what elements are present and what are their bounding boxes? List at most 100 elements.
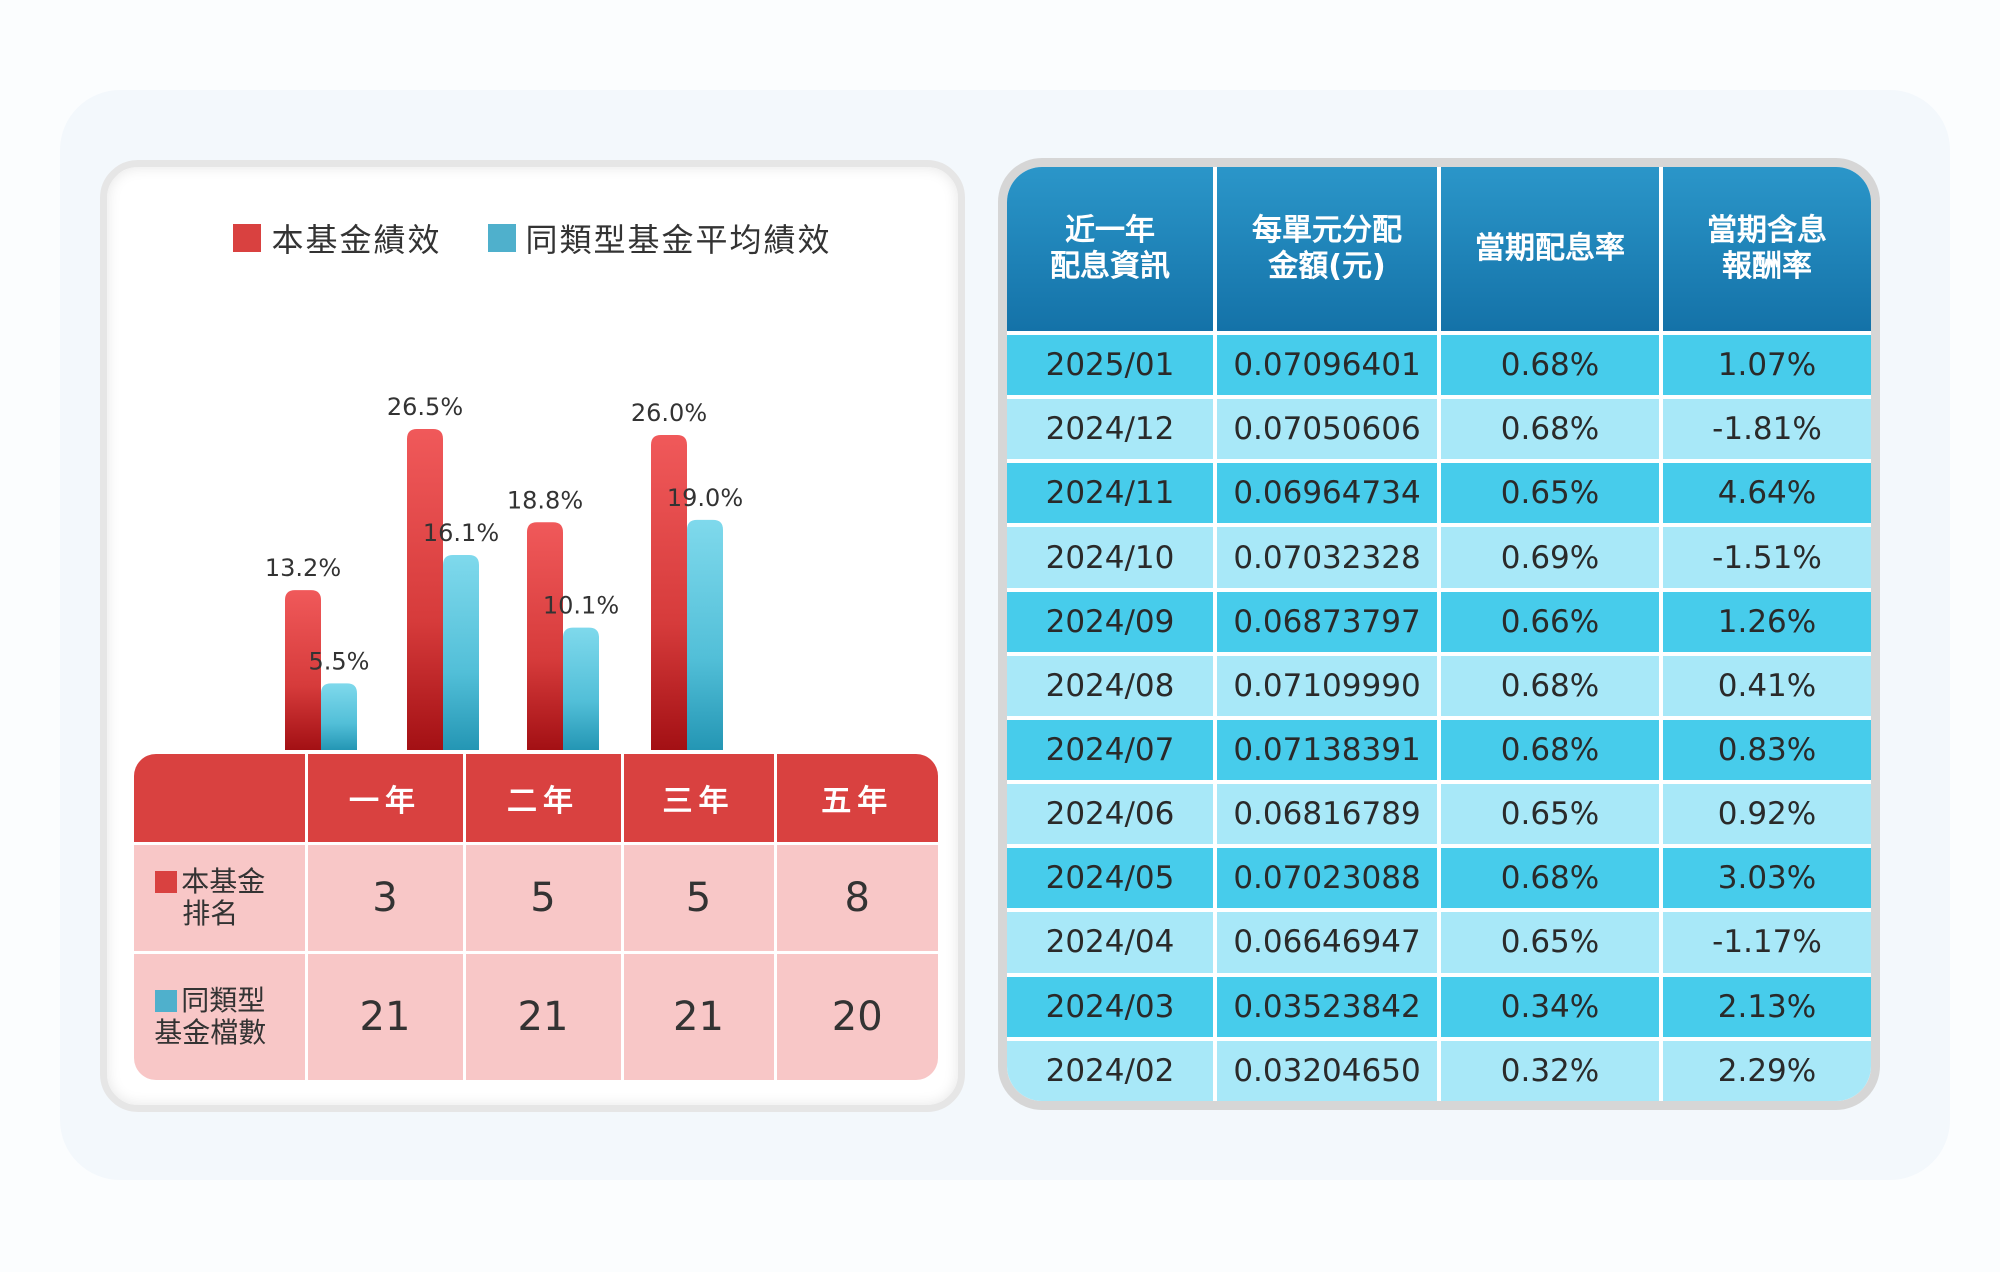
dividend-header-line1: 當期含息 — [1707, 213, 1827, 248]
legend-label-peer: 同類型基金平均績效 — [525, 221, 832, 259]
peer-bar-label-3: 10.1% — [543, 592, 619, 620]
ranking-cell: 8 — [773, 841, 938, 954]
ranking-cell: 3 — [304, 841, 466, 954]
table-row: 2024/02 0.03204650 0.32% 2.29% — [1007, 1036, 1871, 1101]
bar-group: 13.2% 26.5% 18.8% 26.0% 5.5% 16.1% 10.1% 19.0% — [265, 393, 743, 750]
dividend-header-line1: 近一年 — [1065, 213, 1155, 248]
dividend-header-line1: 當期配息率 — [1475, 231, 1625, 266]
ranking-row-fund-rank: 本基金 排名 3 5 5 8 — [134, 841, 938, 954]
table-cell: 0.83% — [1659, 715, 1871, 785]
peer-bar-label-1: 5.5% — [309, 647, 370, 675]
table-row: 2024/11 0.06964734 0.65% 4.64% — [1007, 459, 1871, 528]
fund-bar-4 — [651, 435, 687, 750]
ranking-cell: 5 — [462, 841, 624, 954]
dividend-header-line2: 配息資訊 — [1050, 249, 1170, 284]
table-cell: -1.81% — [1659, 395, 1871, 464]
legend-swatch-fund — [233, 224, 262, 252]
table-cell: -1.17% — [1659, 908, 1871, 977]
table-row: 2024/09 0.06873797 0.66% 1.26% — [1007, 587, 1871, 656]
table-cell: 2024/04 — [1007, 908, 1217, 977]
table-cell: 0.65% — [1437, 908, 1663, 977]
table-cell: 2024/08 — [1007, 651, 1217, 720]
ranking-cell: 21 — [620, 950, 777, 1080]
table-cell: 2024/03 — [1007, 972, 1217, 1041]
ranking-row-label: 本基金 排名 — [134, 841, 308, 954]
table-row: 2024/05 0.07023088 0.68% 3.03% — [1007, 844, 1871, 913]
ranking-cell: 21 — [304, 950, 466, 1080]
ranking-header-row: 一年 二年 三年 五年 — [134, 754, 938, 845]
table-cell: 0.06964734 — [1213, 459, 1441, 528]
performance-chart: 13.2% 26.5% 18.8% 26.0% 5.5% 16.1% 10.1% 19.0% — [265, 393, 743, 750]
fund-bar-label-3: 18.8% — [507, 486, 583, 514]
table-cell: 0.03523842 — [1213, 972, 1441, 1041]
peer-bar-2 — [443, 554, 479, 750]
table-cell: 2.29% — [1659, 1036, 1871, 1101]
table-cell: 0.32% — [1437, 1036, 1663, 1101]
ranking-header-5y: 五年 — [773, 754, 938, 845]
dividend-panel: 近一年 配息資訊 每單元分配 金額(元) 當期配息率 當期含息 報酬率 2025… — [998, 158, 1880, 1110]
ranking-row-label-line2: 基金檔數 — [154, 1015, 267, 1049]
ranking-row-peer-count: 同類型 基金檔數 21 21 21 20 — [134, 950, 938, 1080]
dividend-header-rate: 當期配息率 — [1437, 167, 1663, 335]
fund-square-icon — [155, 870, 178, 893]
dividend-header-return: 當期含息 報酬率 — [1659, 167, 1871, 335]
table-cell: 0.07023088 — [1213, 844, 1441, 913]
table-cell: 0.68% — [1437, 395, 1663, 464]
peer-bar-3 — [563, 627, 599, 750]
table-cell: 0.07032328 — [1213, 523, 1441, 592]
peer-bar-label-2: 16.1% — [423, 519, 499, 547]
table-cell: 2.13% — [1659, 972, 1871, 1041]
table-cell: 0.07050606 — [1213, 395, 1441, 464]
table-cell: 2024/10 — [1007, 523, 1217, 592]
fund-bar-label-2: 26.5% — [387, 393, 463, 421]
table-row: 2024/04 0.06646947 0.65% -1.17% — [1007, 908, 1871, 977]
ranking-table: 一年 二年 三年 五年 本基金 排名 3 5 5 8 同類型 基金檔數 21 2… — [134, 754, 938, 1080]
table-cell: 2024/12 — [1007, 395, 1217, 464]
table-cell: 0.68% — [1437, 651, 1663, 720]
dividend-header-line2: 金額(元) — [1268, 249, 1386, 284]
table-cell: 2024/07 — [1007, 715, 1217, 785]
fund-bar-3 — [527, 522, 563, 750]
table-cell: 2024/02 — [1007, 1036, 1217, 1101]
table-cell: 2024/09 — [1007, 587, 1217, 656]
table-cell: 0.06816789 — [1213, 780, 1441, 849]
peer-bar-4 — [687, 519, 723, 750]
dividend-header-period: 近一年 配息資訊 — [1007, 167, 1217, 335]
peer-bar-1 — [321, 683, 357, 750]
dividend-header-amount: 每單元分配 金額(元) — [1213, 167, 1441, 335]
legend: 本基金績效 同類型基金平均績效 — [107, 213, 958, 263]
table-cell: 0.07096401 — [1213, 330, 1441, 400]
ranking-row-label-line2: 排名 — [182, 896, 239, 930]
table-row: 2024/10 0.07032328 0.69% -1.51% — [1007, 523, 1871, 592]
ranking-row-label-line1: 同類型 — [181, 983, 266, 1017]
table-cell: 0.68% — [1437, 715, 1663, 785]
peer-square-icon — [155, 989, 178, 1012]
table-cell: 0.92% — [1659, 780, 1871, 849]
table-cell: 0.66% — [1437, 587, 1663, 656]
table-cell: 0.03204650 — [1213, 1036, 1441, 1101]
table-cell: 3.03% — [1659, 844, 1871, 913]
ranking-row-label: 同類型 基金檔數 — [134, 950, 308, 1080]
ranking-cell: 20 — [773, 950, 938, 1080]
ranking-header-2y: 二年 — [462, 754, 624, 845]
dividend-header-row: 近一年 配息資訊 每單元分配 金額(元) 當期配息率 當期含息 報酬率 — [1007, 167, 1871, 335]
fund-bar-label-1: 13.2% — [265, 554, 341, 582]
table-cell: 0.06646947 — [1213, 908, 1441, 977]
ranking-cell: 5 — [620, 841, 777, 954]
table-cell: -1.51% — [1659, 523, 1871, 592]
table-cell: 0.69% — [1437, 523, 1663, 592]
peer-bar-label-4: 19.0% — [667, 484, 743, 512]
dividend-header-line2: 報酬率 — [1722, 249, 1812, 284]
ranking-cell: 21 — [462, 950, 624, 1080]
table-row: 2024/03 0.03523842 0.34% 2.13% — [1007, 972, 1871, 1041]
table-cell: 0.41% — [1659, 651, 1871, 720]
table-row: 2024/06 0.06816789 0.65% 0.92% — [1007, 780, 1871, 849]
dividend-header-line1: 每單元分配 — [1252, 213, 1402, 248]
table-cell: 1.26% — [1659, 587, 1871, 656]
legend-item-peer: 同類型基金平均績效 — [487, 215, 832, 261]
legend-swatch-peer — [487, 224, 516, 252]
table-row: 2024/12 0.07050606 0.68% -1.81% — [1007, 395, 1871, 464]
table-cell: 0.34% — [1437, 972, 1663, 1041]
performance-panel: 13.2% 26.5% 18.8% 26.0% 5.5% 16.1% 10.1% 19.0% … — [100, 160, 965, 1112]
fund-bar-2 — [407, 429, 443, 750]
